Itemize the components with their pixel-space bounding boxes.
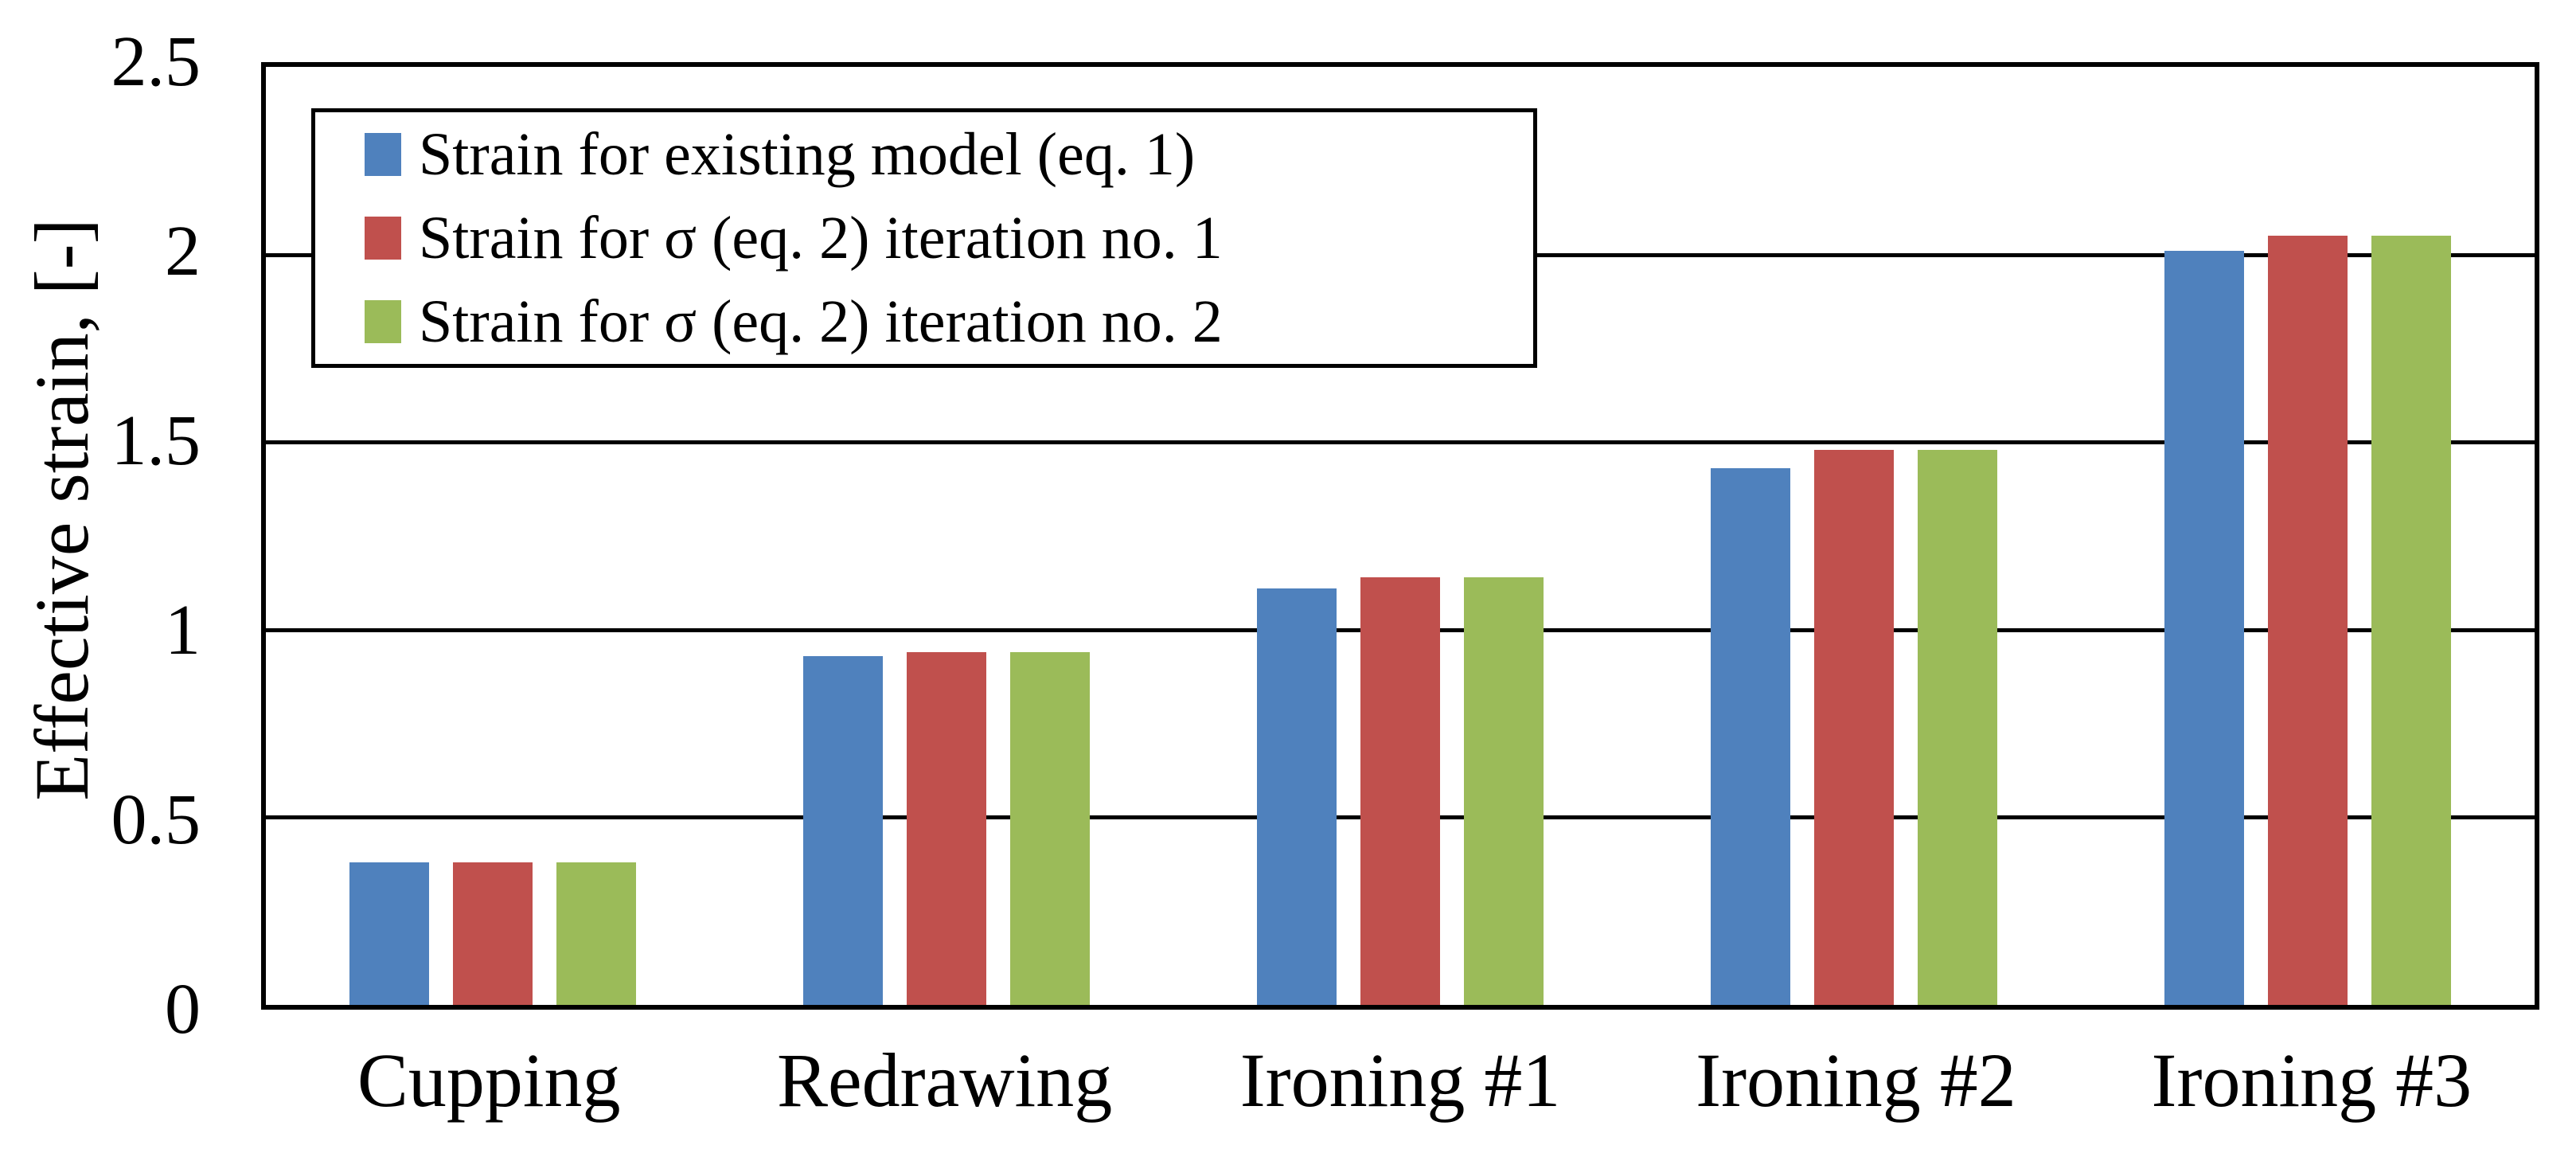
bar (2268, 236, 2348, 1005)
legend-label: Strain for existing model (eq. 1) (419, 120, 1196, 188)
y-tick-label: 1.5 (111, 401, 201, 480)
bar-group-ironing-1 (1173, 67, 1627, 1005)
x-category-label: Ironing #2 (1696, 1038, 2016, 1123)
y-gridline (266, 440, 2535, 445)
bar-group-cupping (266, 67, 720, 1005)
legend-label: Strain for σ (eq. 2) iteration no. 2 (419, 288, 1223, 356)
bar (453, 862, 533, 1005)
bar (1010, 652, 1090, 1005)
bar (907, 652, 986, 1005)
bar (1257, 588, 1337, 1005)
y-tick-label: 2 (165, 212, 201, 291)
legend-item: Strain for existing model (eq. 1) (365, 123, 1533, 186)
x-category-label: Ironing #3 (2151, 1038, 2473, 1123)
bar (1464, 576, 1544, 1005)
bar (349, 862, 429, 1005)
legend-swatch-icon (365, 216, 401, 260)
y-tick-label: 1 (165, 591, 201, 670)
y-tick-label: 2.5 (111, 22, 201, 101)
bar (1814, 449, 1894, 1005)
legend-item: Strain for σ (eq. 2) iteration no. 1 (365, 206, 1533, 270)
x-axis-category-labels: Cupping Redrawing Ironing #1 Ironing #2 Iron… (261, 1037, 2539, 1148)
bar-group-ironing-2 (1627, 67, 2081, 1005)
bar (2164, 250, 2244, 1005)
legend: Strain for existing model (eq. 1) Strain … (311, 108, 1537, 368)
legend-label: Strain for σ (eq. 2) iteration no. 1 (419, 204, 1223, 272)
bar-group-redrawing (720, 67, 1173, 1005)
bar-series-container (266, 67, 2535, 1005)
bar (1711, 468, 1790, 1005)
x-category-label: Redrawing (777, 1038, 1113, 1123)
legend-swatch-icon (365, 300, 401, 344)
x-category-label: Cupping (357, 1038, 621, 1123)
y-tick-label: 0 (165, 970, 201, 1049)
bar (803, 655, 883, 1005)
bar (1360, 576, 1440, 1005)
bar-group-ironing-3 (2081, 67, 2535, 1005)
bar (1918, 449, 1997, 1005)
plot-area: Strain for existing model (eq. 1) Strain … (261, 62, 2539, 1010)
legend-swatch-icon (365, 132, 401, 176)
bar (2371, 236, 2451, 1005)
bar (556, 862, 636, 1005)
legend-item: Strain for σ (eq. 2) iteration no. 2 (365, 290, 1533, 354)
y-tick-label: 0.5 (111, 780, 201, 859)
x-category-label: Ironing #1 (1239, 1038, 1561, 1123)
